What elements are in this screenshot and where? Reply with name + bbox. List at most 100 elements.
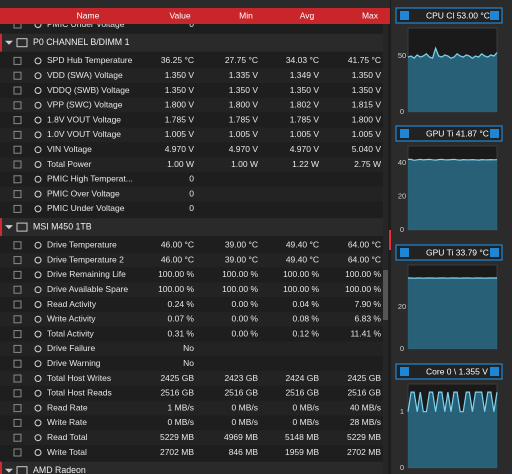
sensor-name: Total Host Writes — [47, 373, 111, 383]
graph-tick-label: 0 — [400, 225, 404, 234]
row-checkbox[interactable] — [13, 101, 22, 110]
sensor-name: Write Total — [47, 447, 87, 457]
sensor-value: 100.00 % — [222, 284, 258, 294]
row-bg — [0, 341, 383, 357]
graph-close[interactable] — [490, 248, 499, 257]
group-marker — [0, 218, 2, 237]
row-checkbox[interactable] — [13, 160, 22, 169]
sensor-icon — [34, 375, 42, 382]
graph-close[interactable] — [490, 11, 499, 20]
sensor-icon — [34, 241, 42, 249]
row-checkbox[interactable] — [13, 190, 22, 199]
sensor-name: VPP (SWC) Voltage — [47, 100, 123, 110]
row-checkbox[interactable] — [13, 300, 22, 309]
graph-title-bar[interactable] — [395, 7, 503, 24]
sensor-icon — [34, 419, 42, 427]
row-checkbox[interactable] — [13, 116, 22, 125]
sensor-value: 1.350 V — [229, 85, 259, 95]
sensor-value: 1.350 V — [352, 70, 382, 80]
sensor-value: 0.00 % — [232, 314, 259, 324]
row-checkbox[interactable] — [13, 175, 22, 184]
sensor-value: 6.83 % — [355, 314, 382, 324]
sensor-value: 1.350 V — [352, 85, 382, 95]
sensor-icon — [34, 205, 42, 213]
sensor-name: PMIC Over Voltage — [47, 188, 120, 198]
row-checkbox[interactable] — [13, 389, 22, 398]
row-checkbox[interactable] — [13, 71, 22, 80]
expand-arrow[interactable] — [5, 468, 13, 473]
sensor-value: 2516 GB — [160, 388, 194, 398]
graph-title-bar[interactable] — [395, 125, 503, 142]
row-checkbox[interactable] — [13, 270, 22, 279]
sensor-value: 100.00 % — [345, 269, 381, 279]
sensor-value: 100.00 % — [345, 284, 381, 294]
sensor-value: 40 MB/s — [350, 402, 381, 412]
sensor-value: 1 MB/s — [168, 402, 194, 412]
row-checkbox[interactable] — [13, 359, 22, 368]
row-checkbox[interactable] — [13, 315, 22, 324]
graph-title-bar[interactable] — [395, 244, 503, 261]
scrollbar[interactable] — [383, 24, 388, 474]
graph-icon — [400, 11, 409, 20]
expand-arrow[interactable] — [5, 225, 13, 230]
sensor-name: 1.8V VOUT Voltage — [47, 114, 121, 124]
sensor-name: SPD Hub Temperature — [47, 55, 133, 65]
graph-close[interactable] — [490, 367, 499, 376]
row-checkbox[interactable] — [13, 448, 22, 457]
row-checkbox[interactable] — [13, 285, 22, 294]
sensor-value: 2425 GB — [347, 373, 381, 383]
column-header[interactable]: Avg — [300, 10, 315, 20]
sensor-name: VDD (SWA) Voltage — [47, 70, 123, 80]
row-checkbox[interactable] — [13, 330, 22, 339]
sensor-value: No — [183, 343, 194, 353]
sensor-icon — [34, 301, 42, 308]
scroll-thumb[interactable] — [383, 270, 388, 320]
sensor-value: 1.785 V — [165, 114, 195, 124]
row-checkbox[interactable] — [13, 418, 22, 427]
graph-title-bar[interactable] — [395, 363, 503, 380]
column-header[interactable]: Value — [169, 10, 190, 20]
sensor-value: 1.350 V — [290, 85, 320, 95]
sensor-value: 1.785 V — [229, 114, 259, 124]
graph-tick-label: 1 — [400, 407, 404, 416]
sensor-icon — [34, 256, 42, 264]
sensor-value: 0 MB/s — [293, 417, 319, 427]
column-header[interactable]: Min — [239, 10, 253, 20]
column-header[interactable]: Max — [362, 10, 379, 20]
row-checkbox[interactable] — [13, 344, 22, 353]
sensor-value: No — [183, 358, 194, 368]
column-header[interactable]: Name — [77, 10, 100, 20]
row-bg — [0, 97, 383, 113]
sensor-value: 1.350 V — [165, 85, 195, 95]
sensor-value: 2423 GB — [224, 373, 258, 383]
row-bg — [0, 142, 383, 158]
row-checkbox[interactable] — [13, 241, 22, 250]
row-checkbox[interactable] — [13, 404, 22, 413]
sensor-name: Write Rate — [47, 417, 87, 427]
row-checkbox[interactable] — [13, 56, 22, 65]
sensor-icon — [34, 161, 42, 168]
row-checkbox[interactable] — [13, 130, 22, 139]
device-icon — [16, 466, 28, 474]
device-icon — [16, 222, 28, 232]
row-checkbox[interactable] — [13, 204, 22, 213]
graph-close[interactable] — [490, 129, 499, 138]
sensor-value: 2424 GB — [285, 373, 319, 383]
row-checkbox[interactable] — [13, 374, 22, 383]
sensor-value: 1.00 W — [231, 159, 258, 169]
sensor-value: 27.75 °C — [225, 55, 258, 65]
row-bg — [0, 326, 383, 342]
sensor-value: 1.349 V — [290, 70, 320, 80]
row-checkbox[interactable] — [13, 86, 22, 95]
sensor-value: 46.00 °C — [161, 254, 194, 264]
scroll-marker — [389, 230, 391, 250]
sensor-value: 0 MB/s — [293, 402, 319, 412]
row-bg — [0, 83, 383, 98]
row-checkbox[interactable] — [13, 433, 22, 442]
graph-tick-label: 50 — [398, 51, 406, 60]
row-checkbox[interactable] — [13, 256, 22, 265]
row-checkbox[interactable] — [13, 145, 22, 154]
row-bg — [0, 112, 383, 128]
expand-arrow[interactable] — [5, 40, 13, 45]
row-bg — [0, 171, 383, 187]
